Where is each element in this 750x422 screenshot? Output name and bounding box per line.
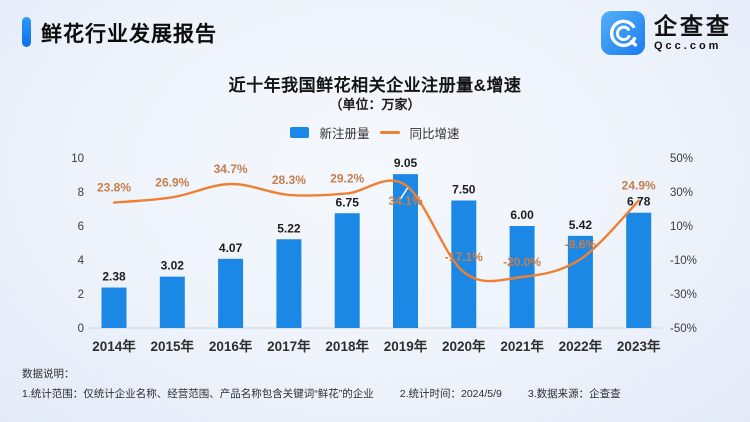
- x-axis-label: 2015年: [151, 338, 195, 354]
- right-axis-tick: -50%: [670, 323, 697, 335]
- left-axis-tick: 2: [78, 289, 84, 301]
- logo-name: 企查查: [654, 12, 732, 39]
- left-axis-tick: 0: [78, 323, 84, 335]
- x-axis-label: 2022年: [559, 338, 603, 354]
- x-axis-label: 2020年: [442, 338, 486, 354]
- line-value-label: -17.1%: [445, 250, 483, 264]
- right-axis-tick: 30%: [670, 187, 693, 199]
- line-value-label: 24.9%: [622, 179, 656, 193]
- bar-value-label: 2.38: [102, 270, 126, 284]
- footnote-source: 3.数据来源：企查查: [527, 388, 621, 400]
- bar-value-label: 6.75: [336, 195, 360, 209]
- line-value-label: 23.8%: [97, 181, 131, 195]
- qcc-logo: 企查查 Qcc.com: [601, 11, 732, 55]
- bar-value-label: 4.07: [219, 241, 243, 255]
- magnifier-c-icon: [601, 11, 645, 55]
- bar-value-label: 9.05: [394, 156, 418, 170]
- x-axis-label: 2019年: [384, 338, 428, 354]
- logo-domain: Qcc.com: [654, 40, 722, 53]
- x-axis-label: 2018年: [325, 338, 369, 354]
- growth-line: [112, 179, 640, 283]
- line-value-label: 26.9%: [155, 175, 189, 189]
- bar-value-label: 5.22: [277, 221, 301, 235]
- page-title: 鲜花行业发展报告: [41, 23, 217, 46]
- bar-line-chart: 0 2 4 6 8 10 50% 30% 10% -10% -30% -50% 2.38 3.02 4.07…: [71, 153, 697, 354]
- left-axis-tick: 10: [71, 153, 84, 165]
- footnote-scope: 1.统计范围：仅统计企业名称、经营范围、产品名称包含关键词“鲜花”的企业: [22, 388, 374, 400]
- legend-bar-swatch: [290, 127, 310, 138]
- bar-value-label: 5.42: [569, 218, 593, 232]
- bar-2022年: [567, 235, 593, 328]
- x-axis-label: 2017年: [267, 338, 311, 354]
- x-axis-label: 2023年: [617, 338, 661, 354]
- footnote-time: 2.统计时间：2024/5/9: [399, 388, 502, 400]
- line-value-label: -9.6%: [565, 237, 597, 251]
- bar-2017年: [276, 239, 302, 328]
- legend-line-label: 同比增速: [409, 127, 460, 141]
- label-leader-line: [399, 187, 409, 200]
- bar-2014年: [101, 287, 127, 328]
- chart-legend: 新注册量 同比增速: [0, 123, 750, 142]
- bar-value-label: 7.50: [452, 183, 476, 197]
- chart-subtitle: （单位：万家）: [329, 97, 421, 112]
- line-value-label: 28.3%: [272, 173, 306, 187]
- left-axis-tick: 8: [78, 187, 84, 199]
- header-accent-bar: [22, 17, 31, 47]
- left-axis-tick: 6: [78, 221, 84, 233]
- bar-2018年: [334, 213, 360, 328]
- legend-line-swatch: [379, 131, 400, 134]
- right-axis-tick: -10%: [670, 255, 697, 267]
- line-value-label: 29.2%: [330, 171, 364, 185]
- x-axis-label: 2021年: [500, 338, 544, 354]
- right-axis-tick: -30%: [670, 289, 697, 301]
- line-value-label: 34.1%: [388, 194, 422, 208]
- footnote-row: 1.统计范围：仅统计企业名称、经营范围、产品名称包含关键词“鲜花”的企业 2.统…: [22, 386, 621, 401]
- left-axis-tick: 4: [78, 255, 85, 267]
- right-axis-tick: 10%: [670, 221, 693, 233]
- line-value-label: -20.0%: [503, 255, 541, 269]
- bar-2019年: [393, 174, 418, 328]
- bar-2016年: [218, 258, 244, 328]
- bar-value-label: 6.00: [510, 208, 534, 222]
- bar-2023年: [626, 212, 652, 328]
- x-axis-label: 2016年: [209, 338, 253, 354]
- chart-title: 近十年我国鲜花相关企业注册量&增速: [228, 76, 522, 95]
- bar-2015年: [159, 276, 185, 328]
- bar-value-label: 3.02: [161, 259, 185, 273]
- footnote-heading: 数据说明：: [22, 368, 75, 380]
- x-axis-label: 2014年: [92, 338, 136, 354]
- line-value-label: 34.7%: [214, 162, 248, 176]
- legend-bar-label: 新注册量: [319, 127, 370, 141]
- right-axis-tick: 50%: [670, 153, 693, 165]
- logo-text: 企查查 Qcc.com: [654, 14, 732, 52]
